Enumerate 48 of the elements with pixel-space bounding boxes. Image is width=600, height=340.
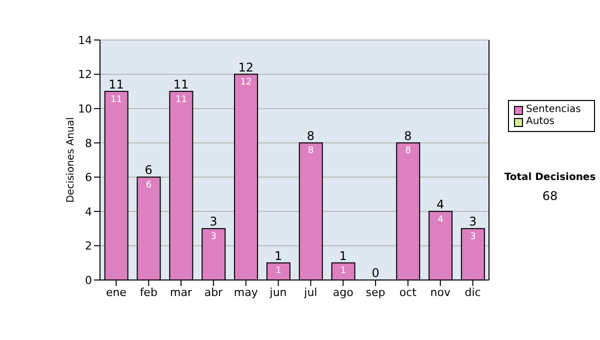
- x-tick-label: mar: [170, 286, 193, 299]
- legend-label: Autos: [526, 116, 554, 128]
- legend-label: Sentencias: [526, 104, 581, 116]
- x-tick-label: ene: [106, 286, 127, 299]
- total-label: 11: [108, 77, 124, 92]
- total-label: 8: [306, 128, 315, 143]
- y-tick-label: 4: [85, 205, 92, 218]
- y-tick-label: 10: [78, 102, 92, 116]
- x-tick-label: jun: [268, 286, 287, 299]
- x-tick-label: sep: [366, 286, 386, 299]
- data-label: 3: [210, 232, 216, 242]
- y-tick-label: 12: [78, 68, 92, 82]
- total-label: 1: [339, 248, 347, 263]
- x-tick-label: ago: [332, 286, 354, 299]
- x-tick-label: abr: [204, 286, 224, 299]
- data-label: 11: [110, 94, 122, 105]
- total-label: 0: [372, 266, 380, 280]
- y-tick-label: 6: [85, 171, 92, 184]
- total-label: 3: [468, 214, 477, 229]
- total-label: 12: [238, 60, 254, 74]
- y-tick-label: 14: [78, 34, 92, 47]
- y-tick-label: 0: [85, 274, 92, 287]
- y-tick-label: 2: [85, 240, 92, 253]
- data-label: 8: [308, 146, 314, 156]
- total-label: 11: [173, 77, 189, 92]
- data-label: 6: [146, 180, 152, 191]
- data-label: 12: [240, 78, 252, 88]
- x-tick-label: feb: [140, 286, 158, 299]
- x-tick-label: dic: [464, 286, 481, 299]
- total-label: 4: [436, 197, 444, 212]
- data-label: 11: [175, 94, 187, 105]
- x-tick-label: may: [234, 286, 258, 299]
- total-label: 1: [274, 248, 282, 263]
- y-axis-title: Decisiones Anual: [66, 117, 77, 203]
- total-label: 3: [210, 214, 218, 229]
- text: Total Decisiones: [503, 172, 597, 183]
- data-label: 1: [276, 266, 282, 276]
- data-label: 3: [470, 232, 476, 242]
- text: 68: [541, 189, 559, 203]
- data-label: 8: [405, 146, 412, 156]
- x-tick-label: oct: [399, 286, 418, 299]
- x-tick-label: nov: [430, 286, 451, 299]
- total-label: 8: [404, 128, 412, 143]
- total-label: 6: [144, 163, 152, 178]
- data-label: 4: [438, 214, 444, 225]
- y-tick-label: 8: [85, 136, 92, 150]
- data-label: 1: [340, 266, 346, 276]
- x-tick-label: jul: [303, 286, 318, 299]
